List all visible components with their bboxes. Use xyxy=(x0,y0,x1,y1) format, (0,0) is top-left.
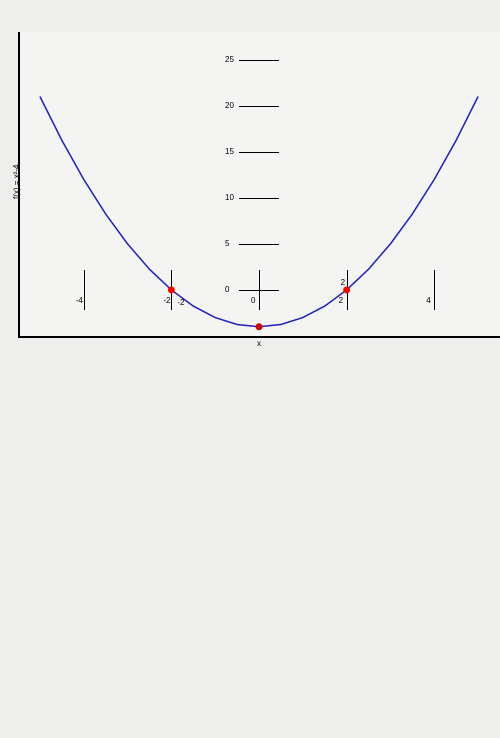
chart-container: -4-20240510152025-22xf(x) = x²-4 xyxy=(0,0,500,738)
marked-point xyxy=(256,323,263,330)
marked-point xyxy=(343,286,350,293)
marked-point xyxy=(168,286,175,293)
y-axis-label: f(x) = x²-4 xyxy=(12,165,21,199)
curve-svg xyxy=(0,0,500,738)
parabola-curve xyxy=(40,96,478,326)
x-axis-label: x xyxy=(257,339,261,348)
